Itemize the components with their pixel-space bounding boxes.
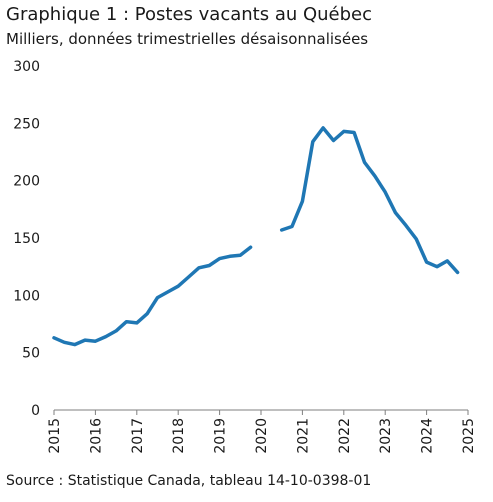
chart-title: Graphique 1 : Postes vacants au Québec <box>6 4 373 25</box>
x-tick-label: 2025 <box>461 418 477 454</box>
x-tick-label: 2018 <box>171 418 187 454</box>
y-tick-label: 300 <box>13 59 40 75</box>
x-tick-label: 2024 <box>420 418 436 454</box>
y-tick-label: 100 <box>13 288 40 304</box>
x-tick-label: 2023 <box>378 418 394 454</box>
x-tick-label: 2015 <box>47 418 63 454</box>
series-line-2 <box>279 126 460 275</box>
series-line-1 <box>52 245 253 347</box>
x-tick-label: 2019 <box>213 418 229 454</box>
chart-source: Source : Statistique Canada, tableau 14-… <box>6 473 372 489</box>
y-tick-label: 150 <box>13 231 40 247</box>
y-tick-label: 250 <box>13 116 40 132</box>
x-tick-label: 2022 <box>337 418 353 454</box>
series-layer <box>52 126 460 347</box>
y-tick-label: 0 <box>31 403 40 419</box>
y-tick-label: 50 <box>22 346 40 362</box>
y-tick-label: 200 <box>13 174 40 190</box>
chart-subtitle: Milliers, données trimestrielles désaiso… <box>6 30 369 48</box>
x-tick-label: 2021 <box>295 418 311 454</box>
x-tick-label: 2020 <box>254 418 270 454</box>
y-axis: 0 50 100 150 200 250 300 <box>13 59 40 419</box>
x-tick-label: 2016 <box>88 418 104 454</box>
x-axis: 2015 2016 2017 2018 2019 2020 2021 2022 2023 2024… <box>47 409 477 454</box>
x-tick-label: 2017 <box>130 418 146 454</box>
